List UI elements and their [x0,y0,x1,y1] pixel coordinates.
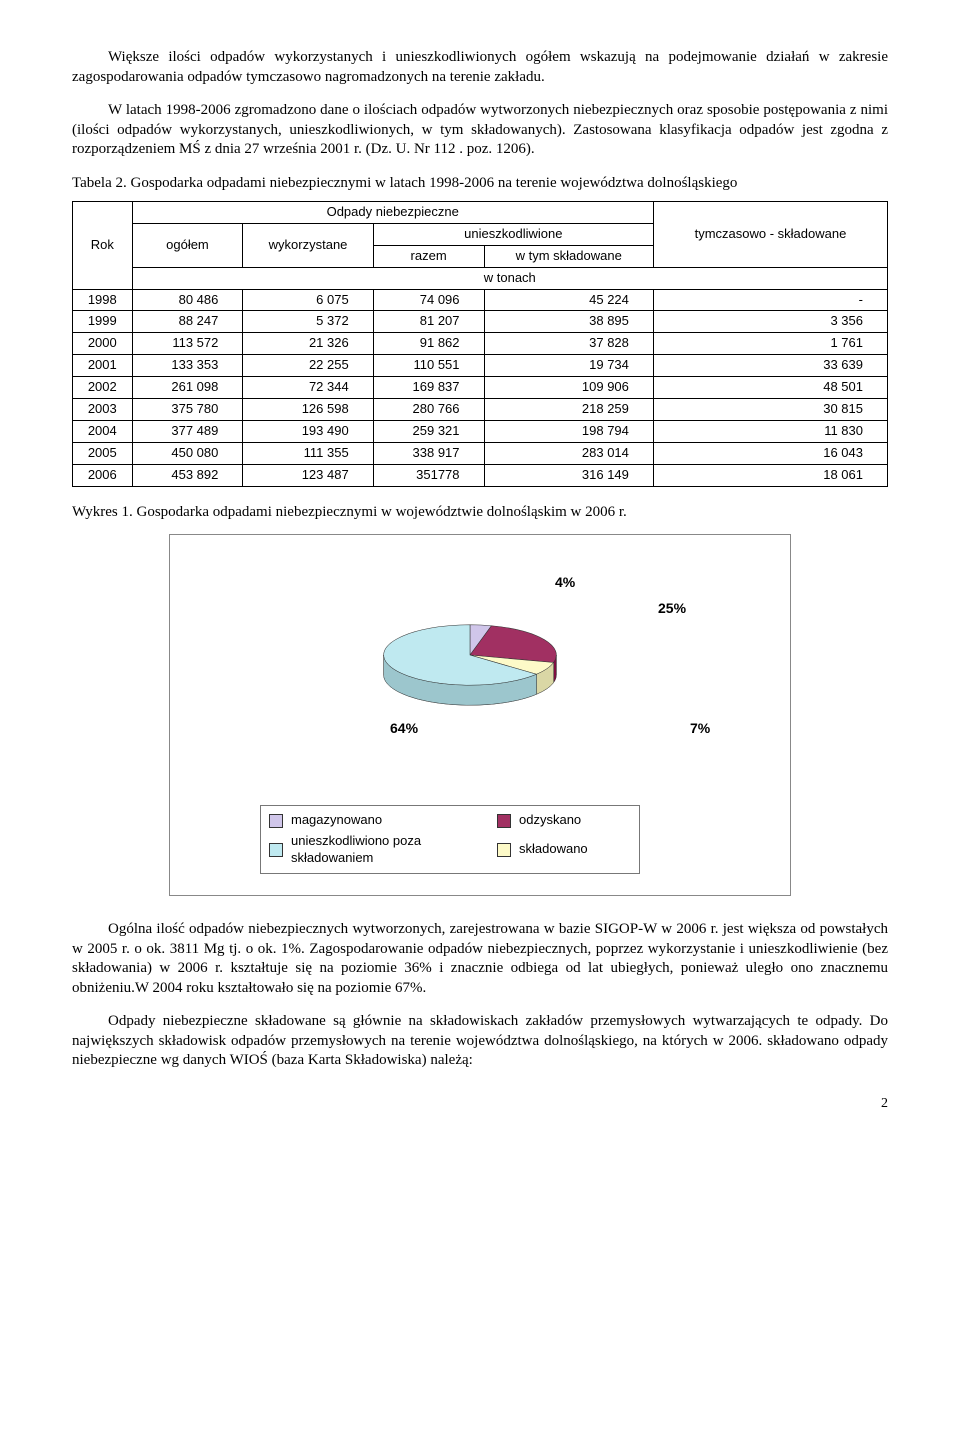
table-row: 2006453 892123 487351778316 14918 061 [73,464,888,486]
pie-chart-frame: 4% 25% 7% 64% magazynowano odzyskano unieszko… [169,534,791,896]
table-row: 2004377 489193 490259 321198 79411 830 [73,420,888,442]
pie-legend: magazynowano odzyskano unieszkodliwiono po… [260,805,640,874]
table-row: 2002261 09872 344169 837109 90648 501 [73,377,888,399]
table-row: 199988 2475 37281 20738 8953 356 [73,311,888,333]
th-razem: razem [373,245,484,267]
th-rok: Rok [73,202,133,290]
table-2: Rok Odpady niebezpieczne tymczasowo - sk… [72,201,888,487]
th-ogolem: ogółem [132,223,243,267]
th-group: Odpady niebezpieczne [132,202,653,224]
legend-label: magazynowano [291,812,491,829]
legend-label: unieszkodliwiono poza składowaniem [291,833,491,867]
pie-pct-label: 25% [658,599,686,617]
legend-label: składowano [519,841,629,858]
table-row: 2001133 35322 255110 55119 73433 639 [73,355,888,377]
paragraph-intro-1: Większe ilości odpadów wykorzystanych i … [72,48,888,87]
th-wtonach: w tonach [132,267,887,289]
legend-swatch [497,814,511,828]
legend-label: odzyskano [519,812,629,829]
paragraph-body-3: Ogólna ilość odpadów niebezpiecznych wyt… [72,920,888,998]
pie-pct-label: 64% [390,719,418,737]
paragraph-body-4: Odpady niebezpieczne składowane są główn… [72,1012,888,1071]
legend-swatch [497,843,511,857]
table-row: 199880 4866 07574 09645 224- [73,289,888,311]
page-number: 2 [72,1095,888,1113]
legend-swatch [269,814,283,828]
paragraph-intro-2: W latach 1998-2006 zgromadzono dane o il… [72,101,888,160]
th-wtym: w tym składowane [484,245,653,267]
pie-chart-svg [260,555,680,755]
table-row: 2000113 57221 32691 86237 8281 761 [73,333,888,355]
table-row: 2003375 780126 598280 766218 25930 815 [73,399,888,421]
th-tymczasowo: tymczasowo - składowane [653,202,887,268]
th-wykorzystane: wykorzystane [243,223,373,267]
table-2-caption: Tabela 2. Gospodarka odpadami niebezpiec… [72,174,888,194]
table-row: 2005450 080111 355338 917283 01416 043 [73,442,888,464]
chart-1-caption: Wykres 1. Gospodarka odpadami niebezpiec… [72,503,888,523]
pie-pct-label: 7% [690,719,710,737]
legend-swatch [269,843,283,857]
pie-pct-label: 4% [555,573,575,591]
th-unieszkodliwione: unieszkodliwione [373,223,653,245]
